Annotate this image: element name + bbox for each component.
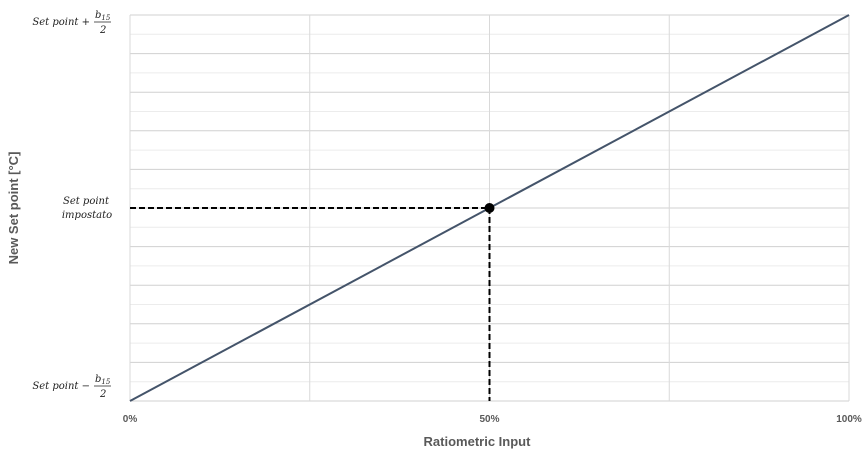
- y-tick-bottom-prefix: Set point −: [32, 381, 90, 392]
- y-tick-top-numerator: b15: [95, 10, 111, 22]
- x-axis-label: Ratiometric Input: [424, 434, 532, 449]
- y-tick-middle-line2: impostato: [62, 210, 112, 221]
- setpoint-marker: [485, 203, 495, 213]
- x-tick-label: 50%: [479, 414, 499, 425]
- y-tick-bottom: Set point − b15 2: [32, 374, 111, 400]
- y-tick-bottom-denominator: 2: [99, 389, 106, 400]
- x-tick-label: 0%: [123, 414, 138, 425]
- y-tick-bottom-numerator: b15: [95, 374, 111, 386]
- y-tick-middle: Set point impostato: [62, 196, 112, 221]
- y-tick-top-prefix: Set point +: [32, 17, 90, 28]
- y-tick-top-denominator: 2: [99, 25, 106, 36]
- y-tick-top: Set point + b15 2: [32, 10, 111, 36]
- x-tick-label: 100%: [836, 414, 862, 425]
- y-axis-label: New Set point [°C]: [6, 152, 21, 265]
- y-tick-middle-line1: Set point: [63, 196, 110, 207]
